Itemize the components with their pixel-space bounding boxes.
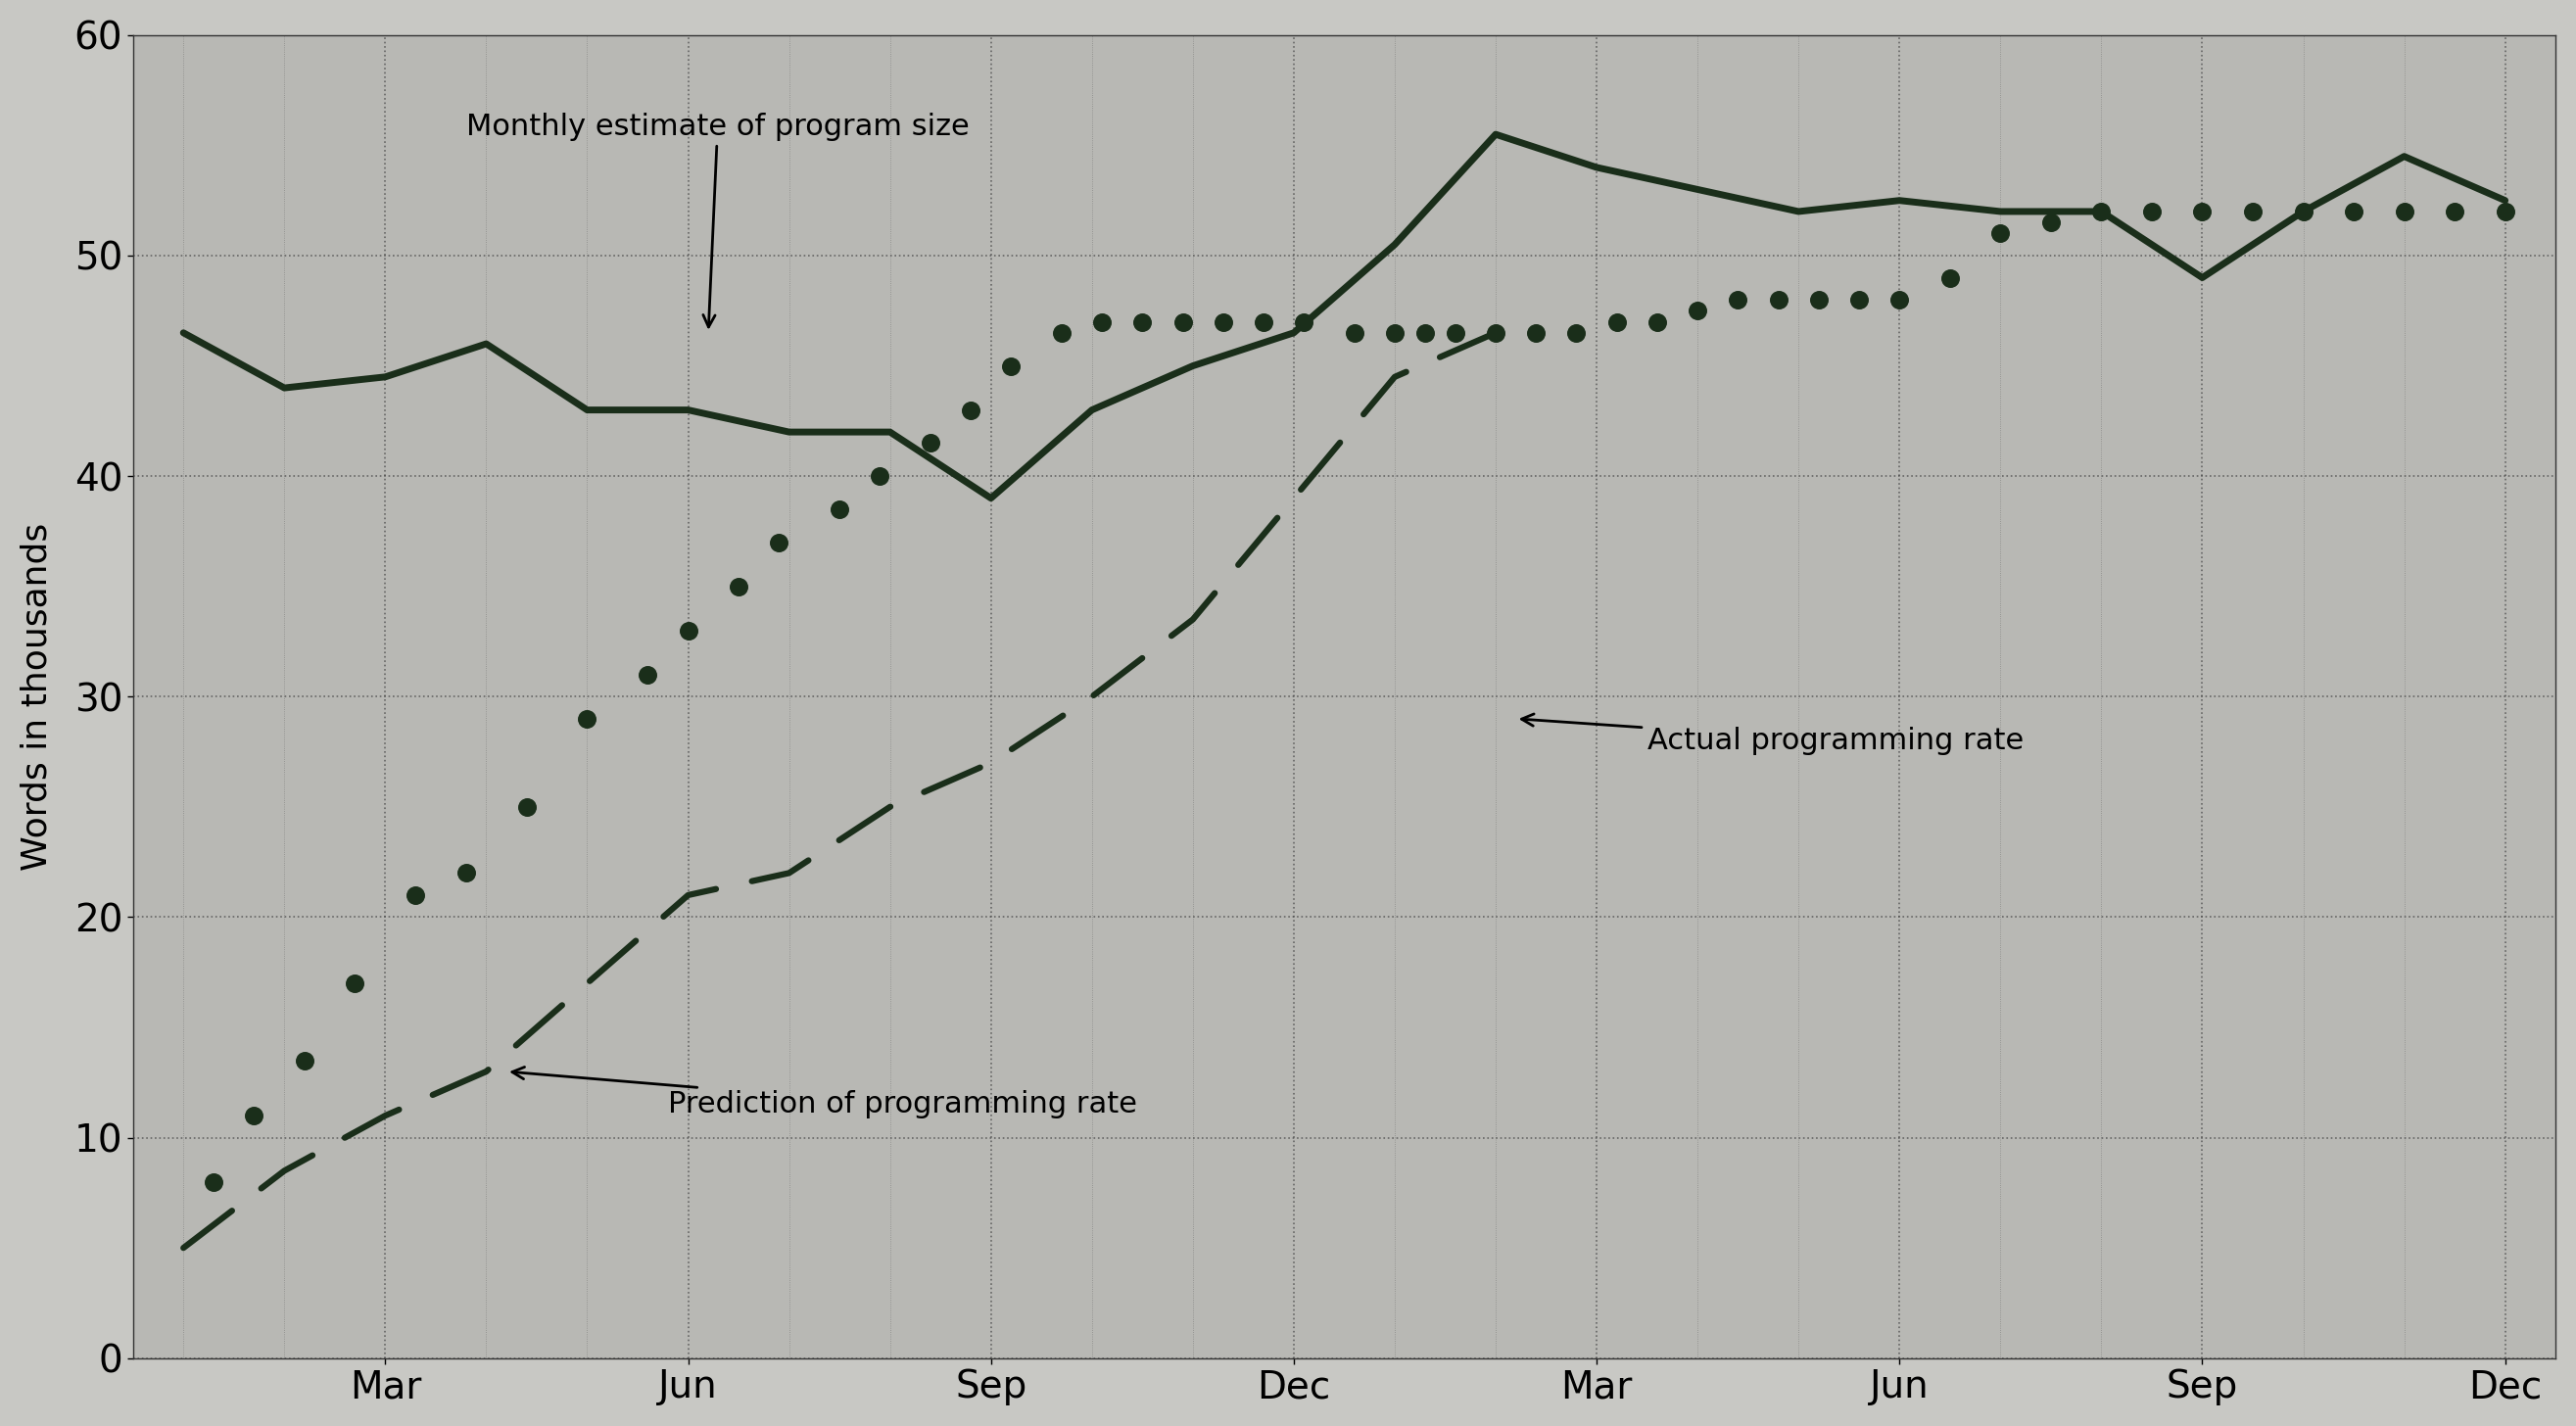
- Point: [909, 432, 951, 455]
- Point: [2182, 200, 2223, 222]
- Point: [1041, 321, 1082, 344]
- Point: [951, 398, 992, 421]
- Point: [1283, 311, 1324, 334]
- Text: Monthly estimate of program size: Monthly estimate of program size: [466, 113, 969, 327]
- Text: Actual programming rate: Actual programming rate: [1522, 714, 2025, 754]
- Point: [2282, 200, 2324, 222]
- Point: [719, 575, 760, 597]
- Point: [1677, 299, 1718, 322]
- Point: [757, 530, 799, 553]
- Point: [1515, 321, 1556, 344]
- Point: [1718, 288, 1759, 311]
- Point: [1162, 311, 1203, 334]
- Point: [992, 355, 1033, 378]
- Point: [819, 498, 860, 520]
- Point: [1404, 321, 1445, 344]
- Text: Prediction of programming rate: Prediction of programming rate: [513, 1067, 1136, 1119]
- Point: [1203, 311, 1244, 334]
- Y-axis label: Words in thousands: Words in thousands: [21, 523, 54, 871]
- Point: [1121, 311, 1162, 334]
- Point: [2233, 200, 2275, 222]
- Point: [283, 1050, 325, 1072]
- Point: [1878, 288, 1919, 311]
- Point: [1597, 311, 1638, 334]
- Point: [1981, 222, 2022, 245]
- Point: [2434, 200, 2476, 222]
- Point: [626, 663, 667, 686]
- Point: [1757, 288, 1798, 311]
- Point: [2130, 200, 2172, 222]
- Point: [2483, 200, 2524, 222]
- Point: [234, 1104, 276, 1127]
- Point: [1636, 311, 1677, 334]
- Point: [394, 884, 435, 907]
- Point: [667, 619, 708, 642]
- Point: [860, 465, 902, 488]
- Point: [193, 1171, 234, 1194]
- Point: [335, 973, 376, 995]
- Point: [1334, 321, 1376, 344]
- Point: [1082, 311, 1123, 334]
- Point: [1929, 267, 1971, 289]
- Point: [2030, 211, 2071, 234]
- Point: [1242, 311, 1283, 334]
- Point: [1839, 288, 1880, 311]
- Point: [2383, 200, 2424, 222]
- Point: [446, 861, 487, 884]
- Point: [2081, 200, 2123, 222]
- Point: [1556, 321, 1597, 344]
- Point: [567, 707, 608, 730]
- Point: [1373, 321, 1414, 344]
- Point: [1476, 321, 1517, 344]
- Point: [1798, 288, 1839, 311]
- Point: [505, 796, 546, 819]
- Point: [2334, 200, 2375, 222]
- Point: [1435, 321, 1476, 344]
